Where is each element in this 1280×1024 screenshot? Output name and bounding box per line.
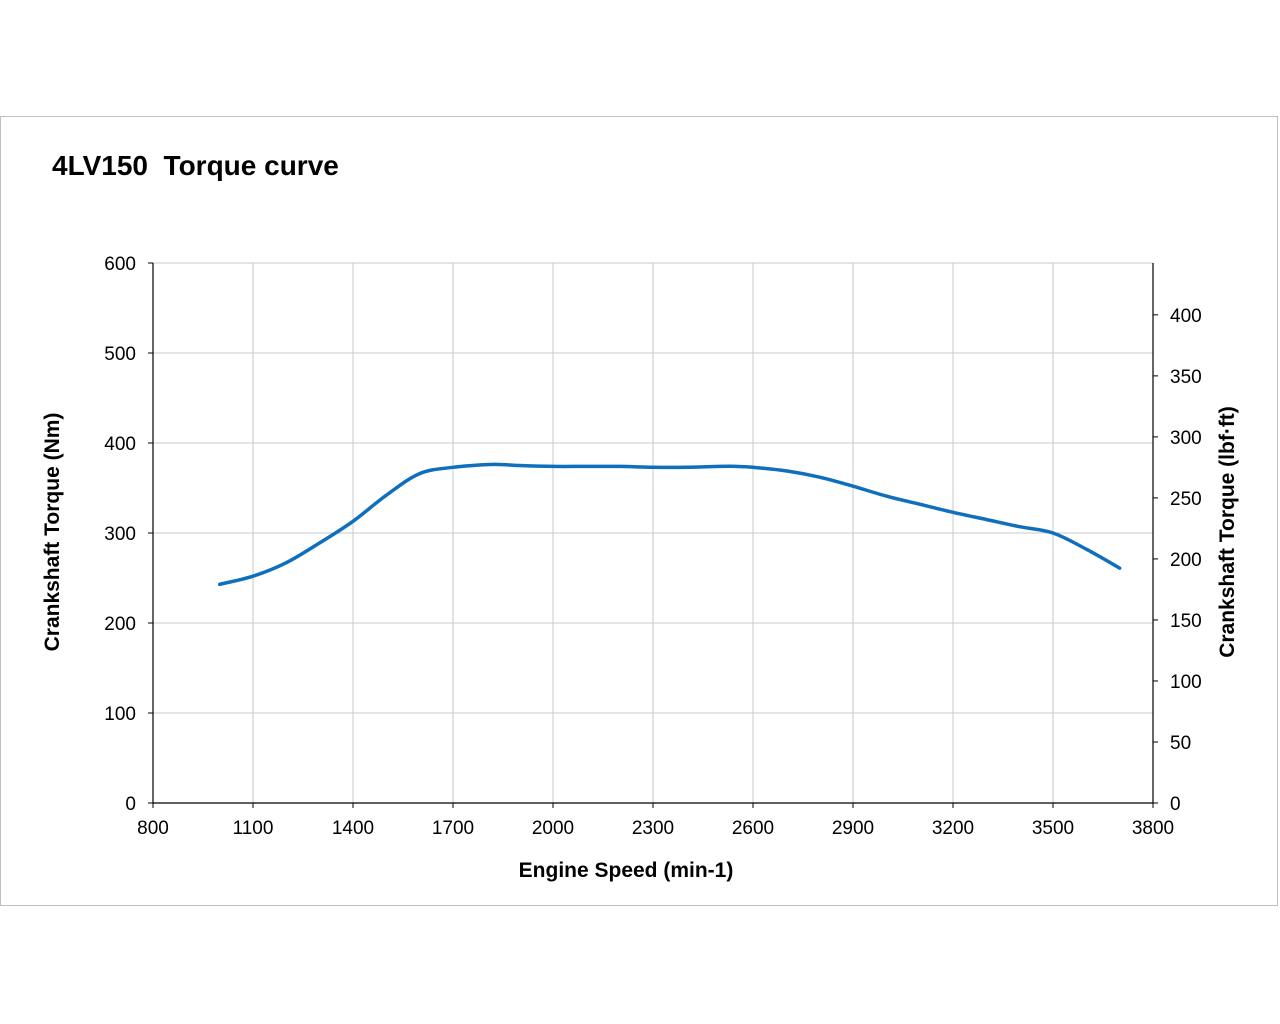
- y-tick-labels: 0 100 200 300 400 500 600: [104, 254, 136, 815]
- y-tick-label: 600: [104, 254, 136, 275]
- y-tick-label: 0: [125, 794, 136, 815]
- y2-tick-label: 0: [1170, 794, 1181, 815]
- x-tick-label: 1700: [432, 818, 474, 839]
- series-group: [217, 462, 1122, 587]
- y2-axis-label: Crankshaft Torque (lbf·ft): [1216, 406, 1239, 658]
- y-tick-label: 400: [104, 434, 136, 455]
- y2-tick-labels: 0 50 100 150 200 250 300 350 400: [1170, 306, 1202, 815]
- y2-tick-label: 150: [1170, 611, 1202, 632]
- chart-frame: [0, 116, 1278, 906]
- y2-tick-label: 250: [1170, 489, 1202, 510]
- y-tick-label: 100: [104, 704, 136, 725]
- y-tick-label: 200: [104, 614, 136, 635]
- y-axis-label: Crankshaft Torque (Nm): [41, 413, 64, 652]
- y2-tick-label: 350: [1170, 367, 1202, 388]
- x-tick-label: 2600: [732, 818, 774, 839]
- chart-title: 4LV150 Torque curve: [52, 150, 339, 181]
- x-tick-label: 3200: [932, 818, 974, 839]
- x-tick-label: 800: [137, 818, 169, 839]
- x-tick-label: 3500: [1032, 818, 1074, 839]
- x-tick-label: 2300: [632, 818, 674, 839]
- y2-tick-label: 100: [1170, 672, 1202, 693]
- y2-tick-label: 300: [1170, 428, 1202, 449]
- x-tick-labels: 800 1100 1400 1700 2000 2300 2600 2900 3200 3500 3…: [137, 818, 1174, 839]
- x-tick-label: 2900: [832, 818, 874, 839]
- torque-series-line: [217, 462, 1122, 587]
- x-tick-label: 3800: [1132, 818, 1174, 839]
- x-axis-label: Engine Speed (min-1): [519, 859, 734, 882]
- x-tick-label: 1100: [233, 818, 274, 839]
- axes: [148, 262, 1158, 808]
- y2-tick-label: 200: [1170, 550, 1202, 571]
- x-tick-label: 2000: [532, 818, 574, 839]
- x-tick-label: 1400: [332, 818, 374, 839]
- y2-tick-label: 50: [1170, 733, 1191, 754]
- y-tick-label: 500: [104, 344, 136, 365]
- y-tick-label: 300: [104, 524, 136, 545]
- y2-tick-label: 400: [1170, 306, 1202, 327]
- grid-lines: [153, 262, 1153, 803]
